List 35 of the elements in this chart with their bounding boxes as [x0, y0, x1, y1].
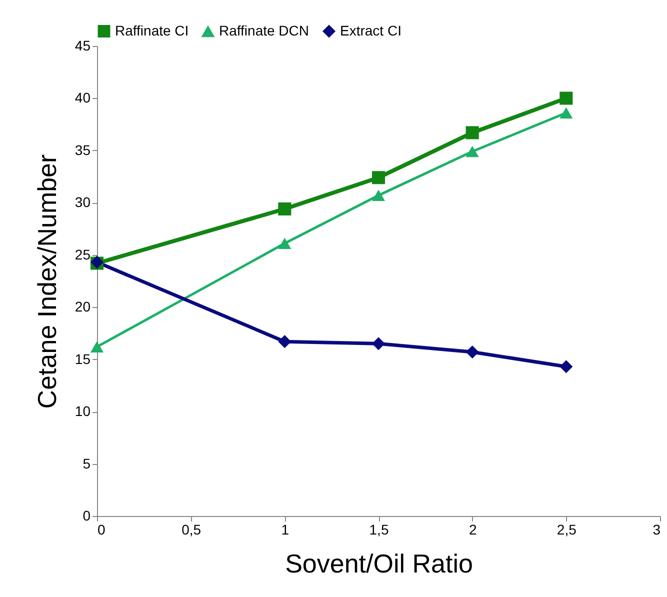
point: [466, 146, 479, 158]
point: [372, 337, 386, 350]
legend-label: Raffinate CI: [115, 22, 189, 38]
y-tick-label: 35: [74, 142, 91, 158]
legend-label: Extract CI: [340, 22, 402, 38]
point: [90, 341, 104, 352]
point: [278, 202, 292, 216]
point: [560, 360, 573, 374]
point: [278, 238, 292, 250]
point: [372, 190, 386, 201]
point: [466, 126, 479, 140]
y-tick-label: 45: [74, 38, 91, 54]
x-tick-label: 1,5: [369, 522, 389, 538]
x-tick-label: 3: [652, 522, 661, 538]
point: [560, 107, 573, 118]
y-tick-label: 25: [74, 246, 91, 262]
point: [372, 171, 386, 184]
y-tick-label: 15: [74, 350, 91, 367]
y-tick-label: 0: [82, 508, 91, 524]
x-tick-label: 0,5: [182, 522, 202, 538]
y-tick-label: 5: [82, 455, 91, 472]
y-tick-label: 10: [74, 403, 91, 420]
y-tick-label: 20: [74, 298, 91, 315]
x-axis-title: Sovent/Oil Ratio: [285, 548, 473, 578]
y-axis-title: Cetane Index/Number: [32, 154, 62, 409]
y-tick-label: 40: [74, 90, 91, 106]
y-tick-label: 30: [74, 194, 91, 210]
x-tick-label: 0: [98, 522, 106, 538]
x-tick-label: 2: [468, 522, 477, 538]
x-tick-label: 2,5: [556, 522, 577, 538]
x-tick-label: 1: [281, 522, 290, 538]
point: [466, 346, 479, 359]
point: [560, 92, 573, 105]
legend-label: Raffinate DCN: [219, 22, 310, 39]
point: [278, 335, 292, 348]
